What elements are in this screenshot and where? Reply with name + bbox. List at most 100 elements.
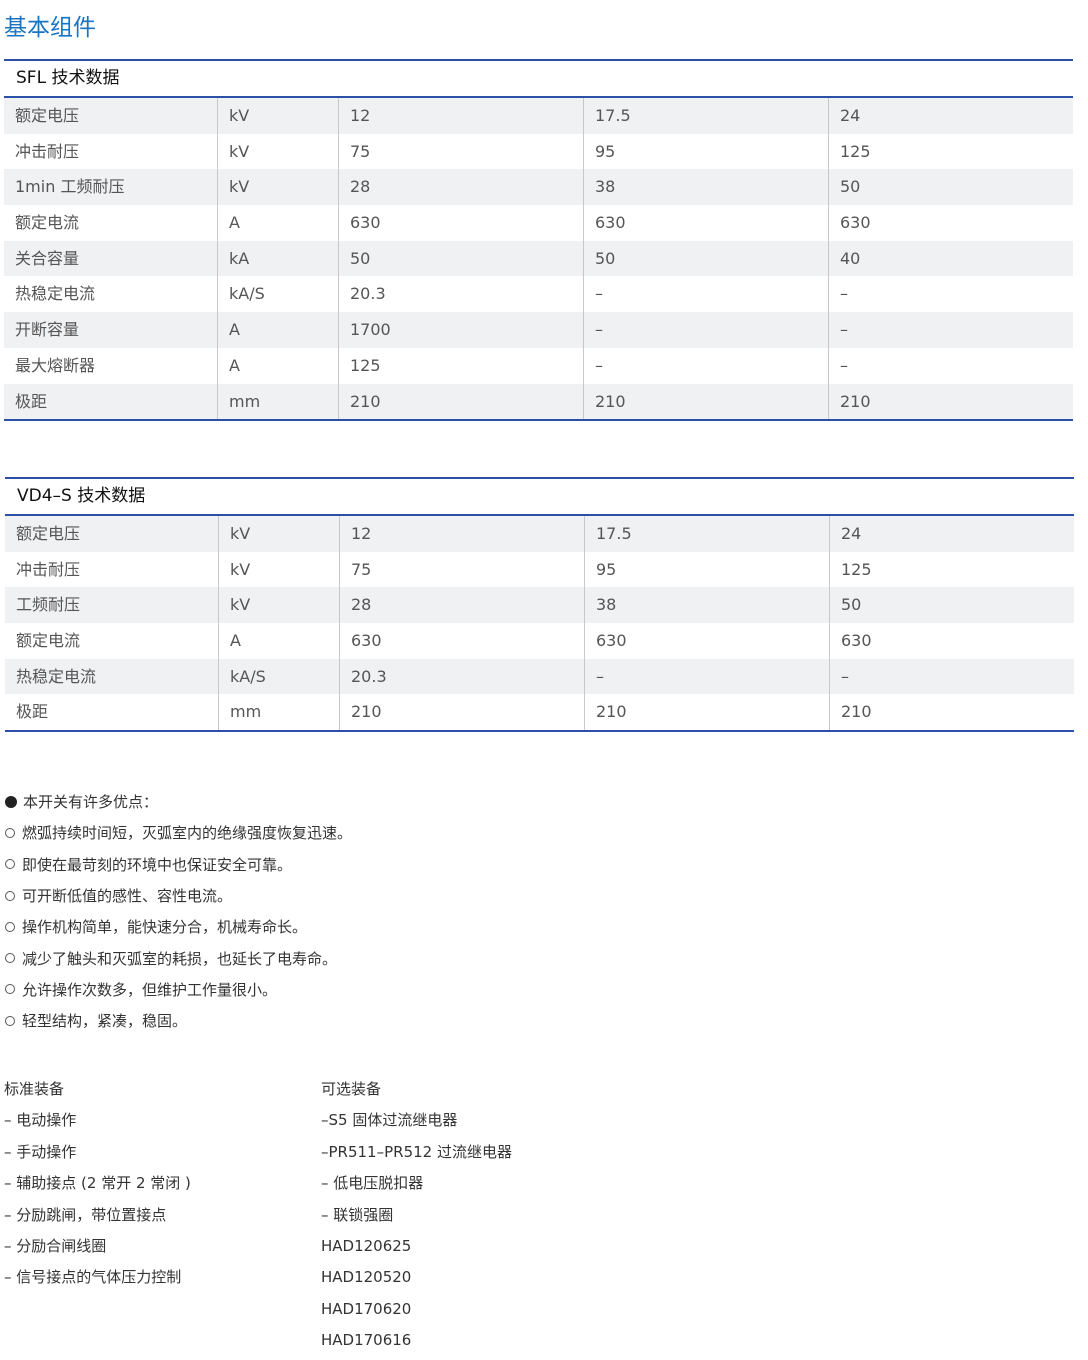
list-item: 减少了触头和灭弧室的耗损，也延长了电寿命。 (5, 942, 352, 973)
circle-bullet-icon (5, 953, 15, 964)
equipment-item: HAD120625 (321, 1236, 412, 1255)
table-cell: – (828, 276, 1073, 313)
table-cell: kV (217, 169, 338, 206)
table-cell: 95 (584, 551, 829, 588)
table-cell: 630 (828, 205, 1073, 241)
table-cell: kV (217, 98, 338, 134)
list-item-text: 可开断低值的感性、容性电流。 (22, 887, 233, 906)
table-cell: – (828, 312, 1073, 348)
table-cell: – (829, 658, 1074, 695)
table-cell: kV (218, 587, 339, 624)
table-cell: 125 (828, 133, 1073, 170)
table-cell: 210 (583, 383, 828, 420)
equipment-item: – 信号接点的气体压力控制 (4, 1268, 182, 1287)
table-caption: VD4–S 技术数据 (5, 477, 1074, 516)
table-row: 冲击耐压 kV 75 95 125 (5, 551, 1074, 588)
table-cell: 极距 (15, 391, 48, 411)
circle-bullet-icon (5, 921, 15, 932)
table-cell: 关合容量 (15, 248, 80, 268)
table-cell: 75 (338, 133, 583, 170)
table-cell: 冲击耐压 (15, 141, 80, 161)
table-cell: 630 (829, 623, 1074, 659)
table-cell: 28 (339, 587, 584, 624)
sfl-table: SFL 技术数据 额定电压 kV 12 17.5 24 冲击耐压 kV 75 95 125 1min… (4, 59, 1073, 422)
table-cell: 630 (584, 623, 829, 659)
table-row: 额定电流 A 630 630 630 (5, 623, 1074, 659)
table-cell: A (218, 623, 339, 659)
table-cell: 最大熔断器 (15, 355, 96, 375)
circle-bullet-icon (5, 859, 15, 870)
table-cell: A (217, 347, 338, 384)
equipment-item: HAD120520 (321, 1268, 412, 1287)
table-cell: 12 (338, 98, 583, 134)
table-row: 开断容量 A 1700– – (4, 312, 1073, 348)
table-cell: mm (217, 383, 338, 420)
equipment-item: – 低电压脱扣器 (321, 1174, 424, 1193)
table-cell: 210 (828, 383, 1073, 420)
table-cell: 125 (338, 347, 583, 384)
equipment-item: – 辅助接点 (2 常开 2 常闭 ) (4, 1174, 191, 1193)
list-item-text: 允许操作次数多，但维护工作量很小。 (22, 980, 278, 999)
equipment-item: –PR511–PR512 过流继电器 (321, 1142, 512, 1161)
equipment-item: HAD170620 (321, 1299, 412, 1318)
equipment-item: –S5 固体过流继电器 (321, 1111, 458, 1130)
circle-bullet-icon (5, 827, 15, 838)
table-cell: kA (217, 240, 338, 277)
table-row: 极距 mm 210 210 210 (4, 383, 1073, 420)
filled-bullet-icon (5, 795, 17, 808)
table-cell: 20.3 (339, 658, 584, 695)
table-cell: 38 (583, 169, 828, 206)
list-item: 轻型结构，紧凑，稳固。 (5, 1005, 352, 1036)
table-cell: – (828, 347, 1073, 384)
table-cell: 12 (339, 516, 584, 552)
table-row: 工频耐压 kV 28 38 50 (5, 587, 1074, 624)
equipment-item: HAD170616 (321, 1331, 412, 1350)
table-cell: kA/S (217, 276, 338, 313)
list-item-text: 即使在最苛刻的环境中也保证安全可靠。 (22, 855, 293, 874)
table-cell: 热稳定电流 (16, 666, 97, 686)
table-cell: 1700 (338, 312, 583, 348)
table-cell: 75 (339, 551, 584, 588)
table-cell: A (217, 312, 338, 348)
table-row: 最大熔断器 A 125– – (4, 347, 1073, 384)
table-row: 热稳定电流 kA/S 20.3– – (4, 276, 1073, 313)
table-cell: 40 (828, 240, 1073, 277)
table-cell: 额定电流 (16, 631, 81, 651)
list-item-text: 减少了触头和灭弧室的耗损，也延长了电寿命。 (22, 949, 338, 968)
table-cell: 125 (829, 551, 1074, 588)
table-cell: 工频耐压 (16, 595, 81, 615)
list-item: 操作机构简单，能快速分合，机械寿命长。 (5, 911, 352, 942)
table-cell: – (583, 276, 828, 313)
list-item: 允许操作次数多，但维护工作量很小。 (5, 974, 352, 1005)
list-item-text: 燃弧持续时间短，灭弧室内的绝缘强度恢复迅速。 (22, 824, 353, 843)
table-cell: 210 (338, 383, 583, 420)
table-cell: 极距 (16, 702, 49, 722)
advantages-list: 本开关有许多优点： 燃弧持续时间短，灭弧室内的绝缘强度恢复迅速。 即使在最苛刻的环… (5, 786, 352, 1036)
optional-equipment: 可选装备 –S5 固体过流继电器 –PR511–PR512 过流继电器 – 低电压脱… (321, 1077, 512, 1360)
standard-equipment: 标准装备 – 电动操作 – 手动操作 – 辅助接点 (2 常开 2 常闭 ) – 分励… (4, 1077, 191, 1297)
table-cell: kA/S (218, 658, 339, 695)
list-item-text: 轻型结构，紧凑，稳固。 (22, 1012, 188, 1031)
equipment-item: – 电动操作 (4, 1111, 77, 1130)
table-cell: 210 (829, 694, 1074, 731)
table-cell: mm (218, 694, 339, 731)
standard-heading: 标准装备 (4, 1080, 65, 1098)
table-row: 1min 工频耐压 kV 28 38 50 (4, 169, 1073, 206)
equipment-item: – 分励跳闸，带位置接点 (4, 1205, 167, 1224)
table-cell: 额定电流 (15, 213, 80, 233)
table-row: 额定电流 A 630 630 630 (4, 205, 1073, 241)
list-item-text: 操作机构简单，能快速分合，机械寿命长。 (22, 918, 308, 937)
page-title: 基本组件 (4, 15, 96, 41)
table-cell: 210 (339, 694, 584, 731)
table-cell: A (217, 205, 338, 241)
table-cell: 210 (584, 694, 829, 731)
circle-bullet-icon (5, 1015, 15, 1026)
table-cell: 38 (584, 587, 829, 624)
heading-text: 本开关有许多优点： (23, 793, 159, 812)
table-cell: – (584, 658, 829, 695)
table-cell: 17.5 (584, 516, 829, 552)
table-cell: 额定电压 (15, 106, 80, 125)
table-cell: kV (218, 516, 339, 552)
table-cell: 630 (339, 623, 584, 659)
table-cell: 开断容量 (15, 320, 80, 340)
